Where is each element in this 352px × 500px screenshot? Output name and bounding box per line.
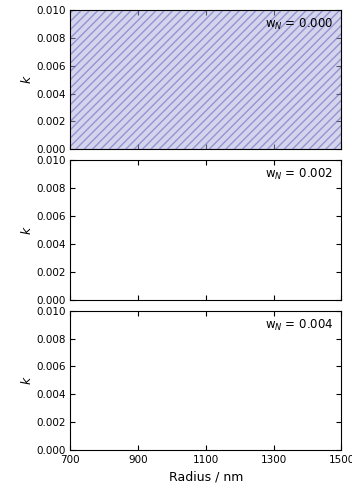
Text: w$_N$ = 0.002: w$_N$ = 0.002	[265, 168, 333, 182]
Text: w$_N$ = 0.004: w$_N$ = 0.004	[265, 318, 333, 333]
X-axis label: Radius / nm: Radius / nm	[169, 470, 243, 484]
Y-axis label: k: k	[20, 377, 33, 384]
Text: w$_N$ = 0.000: w$_N$ = 0.000	[265, 17, 333, 32]
Y-axis label: k: k	[20, 226, 33, 234]
Y-axis label: k: k	[20, 76, 33, 83]
